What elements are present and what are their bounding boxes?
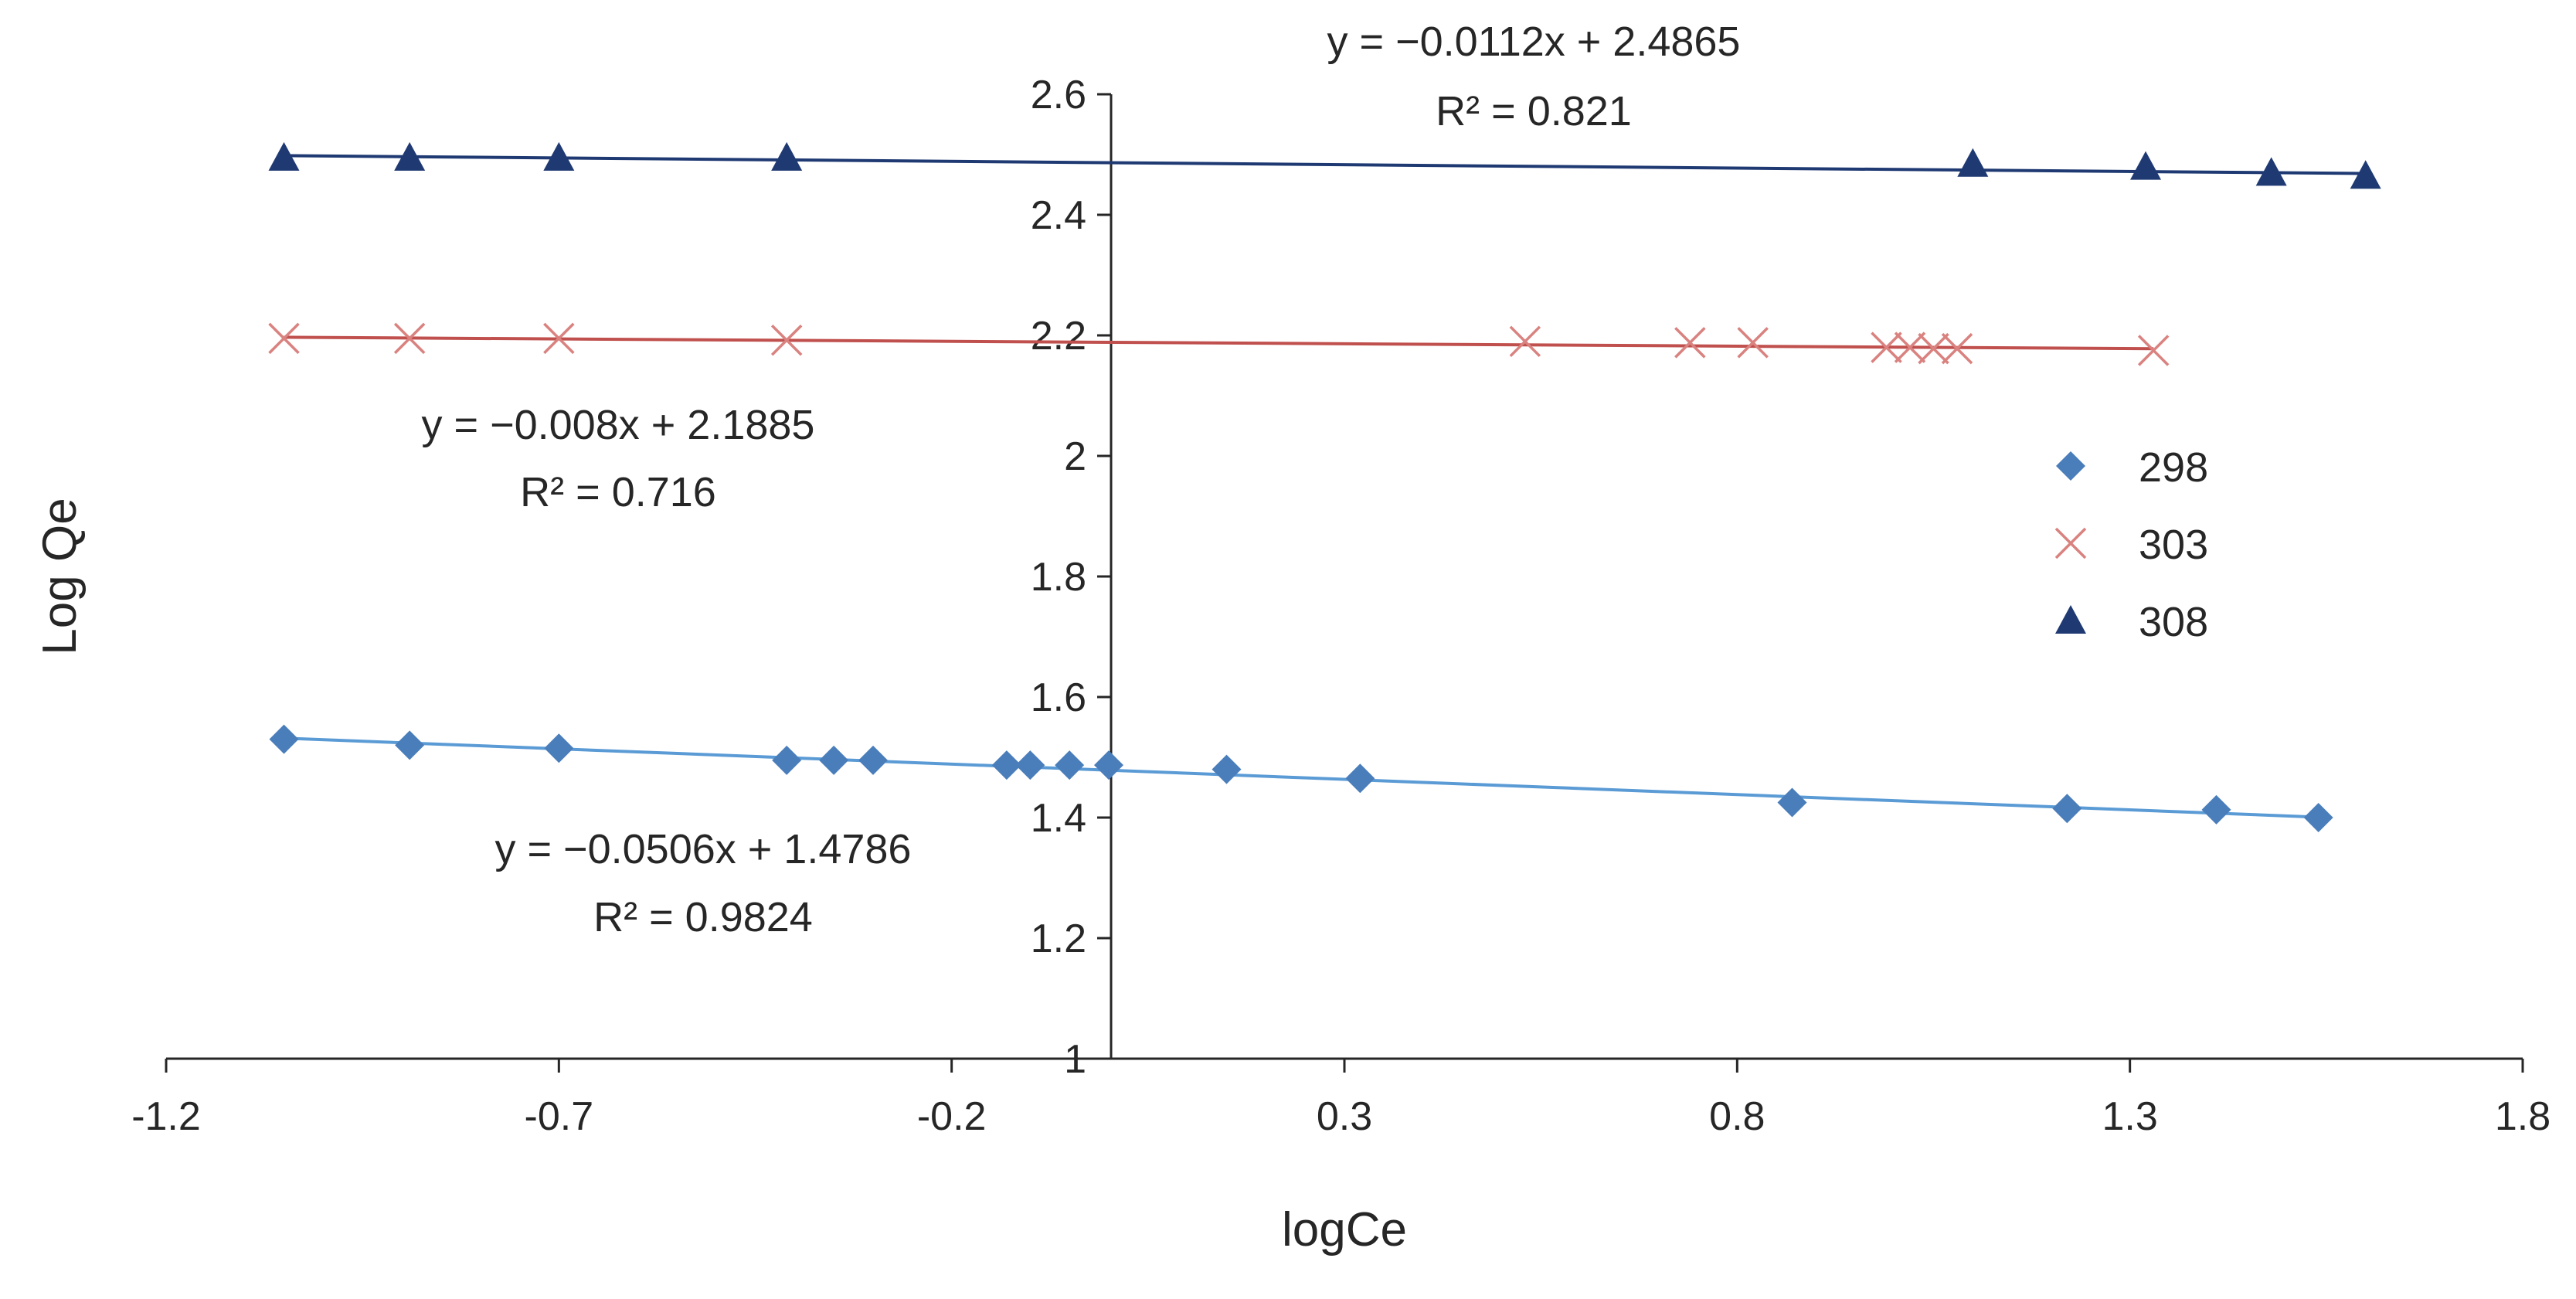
data-point-298	[991, 750, 1021, 780]
trendline-equation-308: y = −0.0112x + 2.4865	[1327, 19, 1741, 65]
data-point-298	[2303, 803, 2333, 832]
trendline-equation-298: y = −0.0506x + 1.4786	[495, 826, 912, 872]
data-point-298	[1212, 754, 1242, 784]
y-tick-label: 1.2	[1031, 916, 1086, 961]
data-point-303	[1509, 325, 1541, 358]
data-point-303	[268, 322, 300, 355]
trendline-303	[284, 335, 2154, 351]
y-tick-label: 1.8	[1031, 555, 1086, 600]
data-point-298	[1777, 787, 1807, 818]
trendlines	[284, 154, 2366, 819]
data-point-303	[770, 325, 803, 356]
x-tick-label: 0.8	[1709, 1094, 1765, 1139]
x-tick-label: -0.2	[917, 1094, 987, 1139]
r-squared-label-308: R² = 0.821	[1436, 88, 1632, 134]
data-point-298	[395, 730, 425, 760]
data-point-298	[1055, 750, 1085, 780]
data-point-308	[2350, 160, 2381, 189]
data-point-298	[1345, 763, 1375, 794]
y-tick-label: 2.4	[1031, 193, 1086, 238]
data-point-308	[2255, 157, 2287, 186]
trendline-298	[284, 736, 2319, 819]
legend-marker-298	[2056, 451, 2085, 481]
x-tick-label: 0.3	[1317, 1094, 1372, 1139]
x-axis-title: logCe	[1282, 1203, 1407, 1256]
y-tick-label: 2	[1064, 434, 1086, 479]
data-point-308	[2130, 151, 2161, 180]
y-axis-title: Log Qe	[33, 498, 87, 655]
data-point-303	[1871, 332, 1902, 363]
r-squared-label-303: R² = 0.716	[520, 469, 716, 515]
data-point-308	[394, 141, 426, 171]
y-tick-label: 2.2	[1031, 314, 1086, 359]
r-squared-label-298: R² = 0.9824	[593, 894, 813, 940]
y-tick-label: 1	[1064, 1037, 1086, 1082]
x-tick-label: -1.2	[131, 1094, 201, 1139]
data-point-308	[771, 141, 803, 171]
data-points	[268, 141, 2381, 832]
data-point-298	[1094, 750, 1123, 780]
trendline-308	[284, 154, 2366, 175]
legend-marker-303	[2054, 527, 2087, 559]
data-point-303	[1737, 327, 1769, 359]
data-point-298	[269, 724, 299, 754]
x-tick-label: 1.8	[2495, 1094, 2551, 1139]
annotations: y = −0.0506x + 1.4786 R² = 0.9824 y = −0.0…	[422, 19, 1741, 940]
data-point-303	[1894, 332, 1926, 363]
data-point-303	[1941, 332, 1973, 365]
data-point-298	[1015, 750, 1045, 780]
data-point-303	[2137, 335, 2170, 366]
x-tick-label: 1.3	[2102, 1094, 2158, 1139]
legend-label-303: 303	[2139, 522, 2208, 568]
data-point-298	[2052, 794, 2082, 824]
data-point-298	[819, 745, 849, 775]
trendline-equation-303: y = −0.008x + 2.1885	[422, 402, 815, 448]
y-tick-label: 1.4	[1031, 796, 1086, 841]
y-tick-label: 2.6	[1031, 73, 1086, 117]
data-point-303	[393, 322, 426, 355]
legend-label-298: 298	[2139, 444, 2208, 491]
data-point-298	[544, 733, 574, 763]
data-point-308	[543, 141, 575, 171]
axes: -1.2 -0.7 -0.2 0.3 0.8 1.3 1.8 1 1.2 1.4 1.6 1.8 2 2.…	[33, 73, 2551, 1256]
data-point-303	[543, 322, 575, 355]
data-point-308	[1957, 148, 1989, 177]
data-point-298	[2201, 794, 2231, 825]
legend-marker-308	[2055, 605, 2086, 634]
legend: 298 303 308	[2054, 444, 2208, 645]
legend-label-308: 308	[2139, 599, 2208, 645]
x-tick-label: -0.7	[525, 1094, 594, 1139]
data-point-303	[1918, 332, 1949, 365]
data-point-303	[1674, 327, 1706, 359]
data-point-298	[858, 745, 888, 775]
data-point-308	[268, 141, 300, 171]
y-tick-label: 1.6	[1031, 675, 1086, 720]
data-point-298	[772, 745, 802, 775]
